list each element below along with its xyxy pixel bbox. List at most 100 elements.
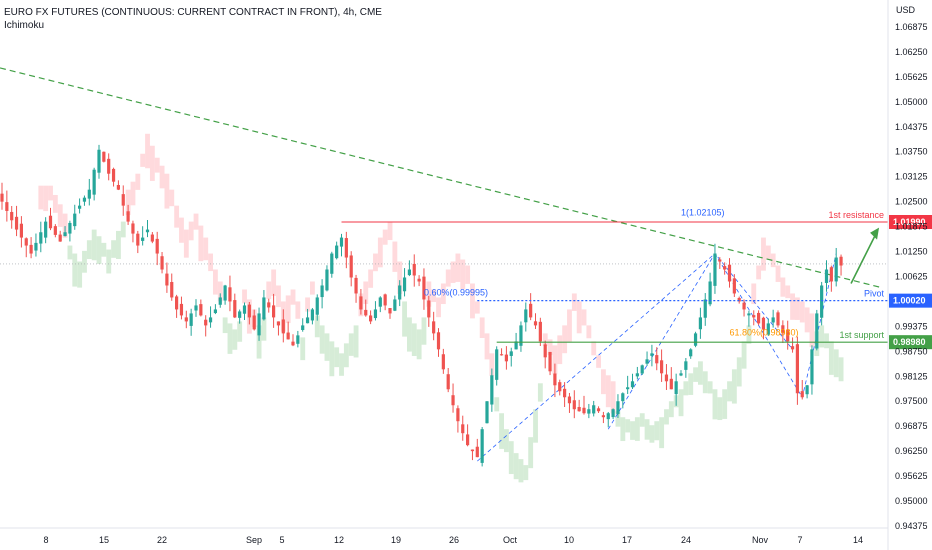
candle-body — [39, 232, 43, 244]
cloud-segment — [411, 323, 417, 356]
cloud-segment — [140, 153, 146, 167]
cloud-segment — [232, 329, 238, 350]
y-tick-label: 0.96250 — [895, 446, 928, 456]
cloud-segment — [217, 281, 223, 302]
candle-body — [456, 408, 460, 422]
candle-body — [29, 244, 33, 254]
cloud-segment — [479, 317, 485, 339]
candle — [301, 318, 305, 332]
candle-body — [548, 351, 552, 372]
cloud-segment — [193, 213, 199, 230]
candle — [233, 293, 237, 319]
cloud-segment — [169, 189, 175, 207]
candle — [388, 308, 392, 319]
candle-body — [393, 299, 397, 311]
candle-body — [524, 309, 528, 323]
projection-arrow — [850, 233, 877, 284]
candle — [441, 348, 445, 374]
candle-body — [432, 321, 436, 334]
candle — [829, 265, 833, 292]
candle — [369, 310, 373, 325]
candle-body — [82, 197, 87, 202]
x-tick-label: 24 — [681, 535, 691, 545]
candle — [63, 226, 67, 237]
candle-body — [102, 151, 106, 162]
candle-body — [529, 303, 533, 318]
candle-body — [441, 354, 445, 370]
candle — [563, 382, 567, 408]
candle-body — [664, 374, 669, 382]
candle-body — [417, 278, 421, 282]
candle-body — [737, 297, 741, 302]
cloud-segment — [591, 341, 597, 356]
candle — [24, 237, 28, 258]
candle — [650, 344, 654, 367]
candle — [305, 308, 310, 324]
candle — [141, 226, 145, 246]
candle — [664, 364, 669, 390]
cloud-segment — [52, 194, 58, 213]
candle-body — [223, 285, 227, 301]
cloud-segment — [654, 421, 660, 441]
candle — [790, 337, 795, 353]
candle — [194, 299, 198, 317]
cloud-segment — [290, 289, 296, 305]
cloud-segment — [499, 413, 504, 449]
cloud-segment — [188, 221, 194, 241]
cloud-segment — [86, 240, 92, 260]
candle-body — [242, 305, 247, 314]
candle — [771, 309, 775, 328]
candle — [432, 311, 436, 341]
candle-body — [204, 319, 208, 326]
candle — [679, 370, 683, 377]
x-tick-label: 5 — [279, 535, 284, 545]
candle — [427, 295, 431, 327]
price-levels: 1.01990 1st resistance 1.00020 Pivot 0.98980… — [341, 208, 932, 350]
cloud-segment — [266, 281, 272, 300]
candle-body — [499, 354, 504, 356]
cloud-segment — [470, 283, 475, 319]
candle-body — [194, 305, 198, 311]
cloud-segment — [717, 397, 723, 421]
cloud-segment — [523, 465, 529, 481]
candle — [417, 275, 421, 287]
cloud-segment — [271, 269, 277, 296]
candle-body — [660, 360, 664, 374]
candle-body — [839, 256, 843, 266]
candle-body — [257, 313, 261, 336]
candle-body — [0, 193, 4, 202]
candle — [436, 328, 441, 357]
candle — [407, 260, 411, 277]
candle-body — [771, 317, 775, 323]
candle — [723, 262, 727, 275]
candle — [242, 302, 247, 320]
candle-body — [267, 302, 271, 308]
candle-body — [126, 211, 130, 222]
candle-body — [63, 232, 67, 237]
candle-body — [689, 349, 693, 357]
candle — [29, 237, 33, 259]
y-tick-label: 1.05000 — [895, 97, 928, 107]
cloud-segment — [57, 204, 63, 227]
candle-body — [184, 317, 188, 322]
candle-body — [407, 269, 411, 276]
fib-annotation: 0.60%(0.99995) — [424, 287, 488, 297]
cloud-segment — [610, 381, 616, 414]
y-tick-label: 1.06875 — [895, 22, 928, 32]
candle — [645, 351, 649, 367]
cloud-segment — [222, 317, 228, 334]
candle — [175, 294, 179, 318]
candle — [451, 383, 455, 413]
cloud-segment — [261, 317, 267, 341]
cloud-segment — [324, 333, 330, 361]
candle — [325, 265, 329, 292]
level-label: 1st support — [839, 330, 884, 340]
candle — [660, 349, 664, 382]
candle-body — [19, 223, 23, 238]
candle — [349, 251, 353, 287]
candle — [592, 400, 596, 417]
cloud-segment — [91, 229, 97, 261]
candle — [160, 251, 164, 274]
